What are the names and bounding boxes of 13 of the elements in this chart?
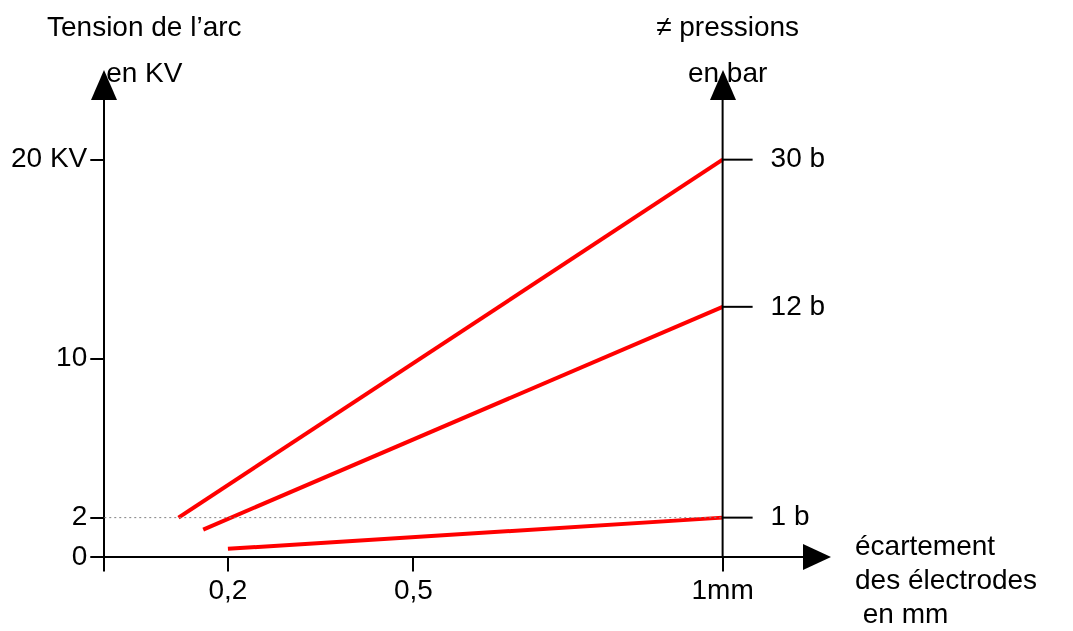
y-axis-title: Tension de l’arc en KV: [46, 10, 242, 88]
x-axis-title: écartement des électrodes en mm: [855, 530, 1038, 630]
x-tick-label: 0,2: [208, 573, 248, 605]
y-tick-label: 2: [71, 500, 88, 532]
y2-axis-title: ≠ pressions en bar: [656, 10, 800, 88]
x-tick-label: 0,5: [393, 573, 433, 605]
x-tick-label: 1mm: [691, 573, 754, 605]
y-tick-label: 0: [71, 540, 88, 572]
series-label: 1 b: [770, 500, 810, 532]
series-label: 30 b: [770, 142, 826, 174]
series-label: 12 b: [770, 289, 826, 321]
y-tick-label: 20 KV: [10, 142, 88, 174]
y-tick-label: 10: [56, 341, 88, 373]
